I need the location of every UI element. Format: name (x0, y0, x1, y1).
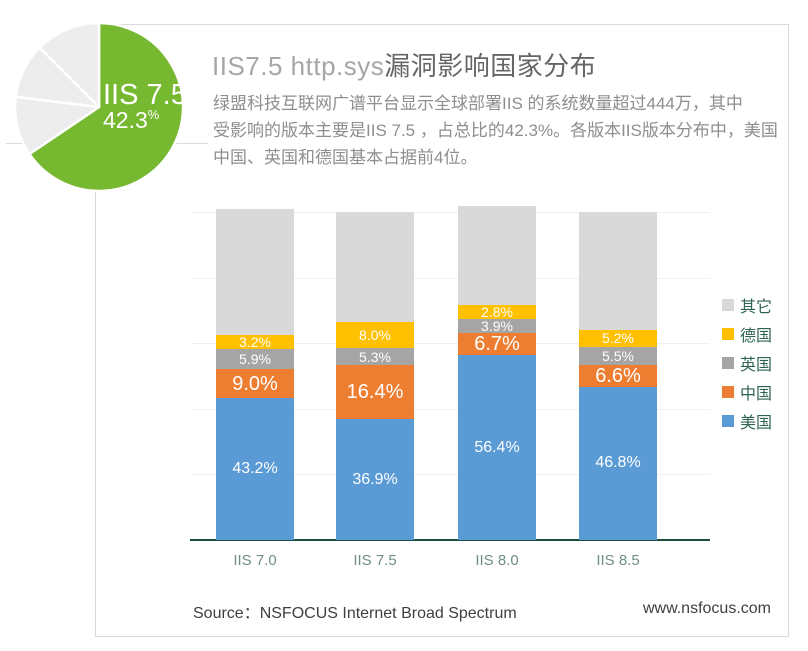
segment-英国: 5.9% (216, 349, 294, 369)
content-card (95, 24, 789, 637)
pie-slice-other-c (38, 21, 101, 109)
pie-label: IIS 7.5 (103, 79, 185, 111)
legend-item-英国: 英国 (722, 354, 773, 374)
segment-value-label: 3.9% (481, 318, 513, 334)
title-chinese-part: 漏洞影响国家分布 (384, 51, 597, 81)
segment-value-label: 5.2% (602, 330, 634, 347)
segment-德国: 3.2% (216, 334, 294, 351)
segment-德国: 5.2% (579, 329, 657, 347)
segment-其它 (216, 208, 294, 336)
legend-label: 英国 (740, 357, 773, 374)
title-latin-part: IIS7.5 http.sys (212, 51, 385, 81)
bar-iis-7.0: 43.2% 9.0% 5.9% 3.2% (216, 208, 294, 540)
segment-美国: 43.2% (216, 398, 294, 540)
segment-英国: 3.9% (458, 319, 536, 333)
segment-英国: 5.5% (579, 346, 657, 365)
legend-item-美国: 美国 (722, 412, 773, 432)
gridline (192, 474, 710, 476)
segment-value-label: 5.9% (239, 351, 271, 368)
segment-value-label: 5.5% (602, 347, 634, 364)
x-axis-label: IIS 7.5 (353, 552, 397, 569)
segment-value-label: 2.8% (481, 304, 513, 320)
segment-value-label: 43.2% (232, 460, 278, 478)
description-paragraph: 绿盟科技互联网广谱平台显示全球部署IIS 的系统数量超过444万，其中 受影响的… (213, 90, 778, 171)
legend-swatch-icon (722, 386, 734, 398)
x-axis-label: IIS 8.0 (475, 552, 519, 569)
segment-value-label: 56.4% (474, 438, 520, 456)
segment-value-label: 8.0% (359, 326, 391, 343)
legend-label: 德国 (740, 328, 773, 345)
legend-label: 中国 (740, 386, 773, 403)
description-line: 绿盟科技互联网广谱平台显示全球部署IIS 的系统数量超过444万，其中 (213, 94, 743, 113)
bar-iis-8.0: 56.4% 6.7% 3.9% 2.8% (458, 205, 536, 540)
gridline (192, 277, 710, 279)
legend-label: 其它 (740, 299, 773, 316)
segment-value-label: 9.0% (232, 372, 278, 395)
segment-美国: 36.9% (336, 419, 414, 540)
segment-德国: 2.8% (458, 305, 536, 319)
legend-swatch-icon (722, 415, 734, 427)
description-line: 中国、英国和德国基本占据前4位。 (213, 148, 478, 167)
chart-legend: 其它德国英国中国美国 (722, 296, 772, 441)
segment-中国: 6.7% (458, 333, 536, 355)
legend-label: 美国 (740, 415, 773, 432)
page-title: IIS7.5 http.sys漏洞影响国家分布 (212, 46, 596, 83)
website-link[interactable]: www.nsfocus.com (642, 600, 771, 617)
legend-swatch-icon (722, 357, 734, 369)
pie-value: 42.3% (103, 107, 160, 133)
segment-value-label: 3.2% (239, 334, 271, 351)
segment-value-label: 36.9% (352, 470, 398, 488)
legend-swatch-icon (722, 299, 734, 311)
legend-item-德国: 德国 (722, 325, 773, 345)
gridline (192, 212, 710, 213)
description-line: 受影响的版本主要是IIS 7.5 ，占总比的42.3%。各版本IIS版本分布中，… (213, 121, 778, 140)
segment-德国: 8.0% (336, 321, 414, 348)
pie-chart: IIS 7.5 42.3% (13, 21, 185, 193)
segment-value-label: 6.6% (595, 364, 641, 387)
legend-swatch-icon (722, 328, 734, 340)
gridline (192, 408, 710, 410)
gridline (192, 343, 710, 345)
segment-其它 (458, 205, 536, 305)
segment-其它 (579, 212, 657, 330)
segment-美国: 46.8% (579, 386, 657, 540)
segment-value-label: 6.7% (474, 333, 520, 355)
segment-英国: 5.3% (336, 347, 414, 366)
source-text: Source：NSFOCUS Internet Broad Spectrum (193, 605, 517, 622)
x-axis-line (190, 539, 710, 541)
segment-美国: 56.4% (458, 355, 536, 540)
segment-value-label: 5.3% (359, 348, 391, 365)
pie-slice-iis-7.5 (28, 21, 185, 193)
legend-item-其它: 其它 (722, 296, 773, 316)
bar-iis-8.5: 46.8% 6.6% 5.5% 5.2% (579, 212, 657, 540)
segment-其它 (336, 212, 414, 322)
segment-中国: 9.0% (216, 368, 294, 399)
legend-item-中国: 中国 (722, 383, 773, 403)
bar-iis-7.5: 36.9% 16.4% 5.3% 8.0% (336, 212, 414, 540)
x-axis-label: IIS 7.0 (233, 552, 277, 569)
segment-value-label: 46.8% (595, 454, 641, 472)
segment-中国: 6.6% (579, 364, 657, 387)
segment-value-label: 16.4% (346, 381, 404, 404)
x-axis-label: IIS 8.5 (596, 552, 640, 569)
segment-中国: 16.4% (336, 365, 414, 419)
